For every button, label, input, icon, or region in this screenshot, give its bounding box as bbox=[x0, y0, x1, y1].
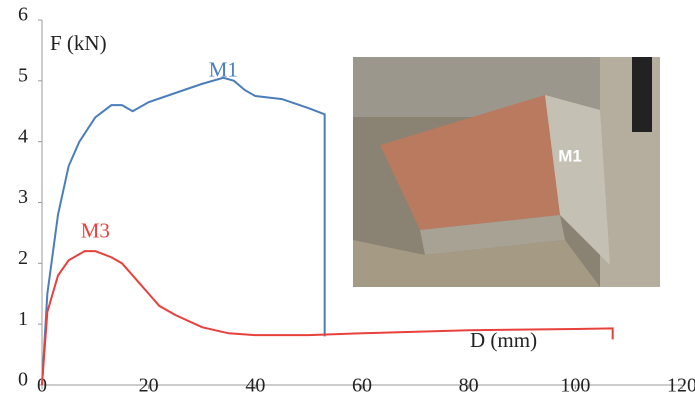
photo-label: M1 bbox=[558, 146, 582, 165]
photo: M1 bbox=[353, 57, 660, 287]
series-label: M3 bbox=[81, 219, 110, 243]
y-axis-label: F (kN) bbox=[50, 31, 107, 55]
series-label: M1 bbox=[209, 58, 238, 82]
y-tick-label: 6 bbox=[18, 4, 28, 26]
y-tick-label: 5 bbox=[18, 64, 28, 86]
x-tick-label: 120 bbox=[667, 375, 695, 397]
y-tick-label: 3 bbox=[18, 186, 28, 208]
y-tick-label: 0 bbox=[18, 369, 28, 391]
series-line bbox=[41, 250, 614, 386]
y-tick-label: 2 bbox=[18, 247, 28, 269]
x-axis-label: D (mm) bbox=[470, 328, 537, 352]
y-tick-label: 4 bbox=[18, 125, 28, 147]
series-line bbox=[41, 76, 326, 386]
y-tick-label: 1 bbox=[18, 308, 28, 330]
